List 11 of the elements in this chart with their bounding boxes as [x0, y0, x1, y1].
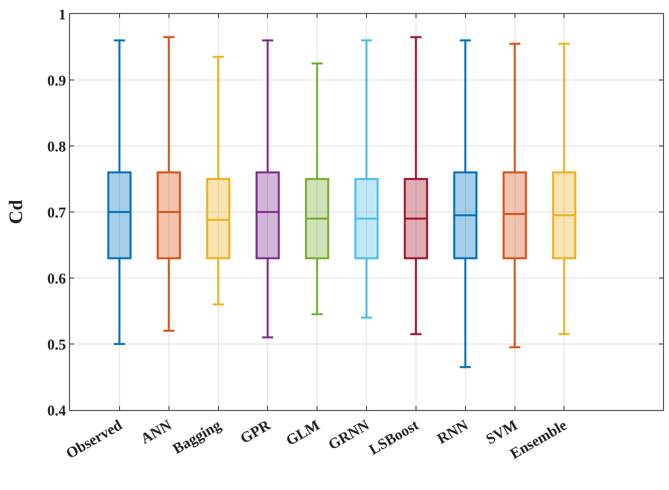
y-tick-label: 0.5 — [47, 337, 66, 354]
y-axis-title: Cd — [6, 199, 27, 224]
y-tick-label: 0.4 — [47, 403, 66, 420]
y-tick-label: 0.6 — [47, 271, 66, 288]
x-tick-label: RNN — [434, 418, 472, 448]
y-tick-label: 1 — [58, 7, 66, 24]
y-tick-label: 0.7 — [47, 205, 66, 222]
x-tick-label: GPR — [238, 418, 274, 448]
x-tick-label: GLM — [284, 418, 323, 450]
y-tick-label: 0.8 — [47, 139, 66, 156]
y-tick-label: 0.9 — [47, 73, 66, 90]
